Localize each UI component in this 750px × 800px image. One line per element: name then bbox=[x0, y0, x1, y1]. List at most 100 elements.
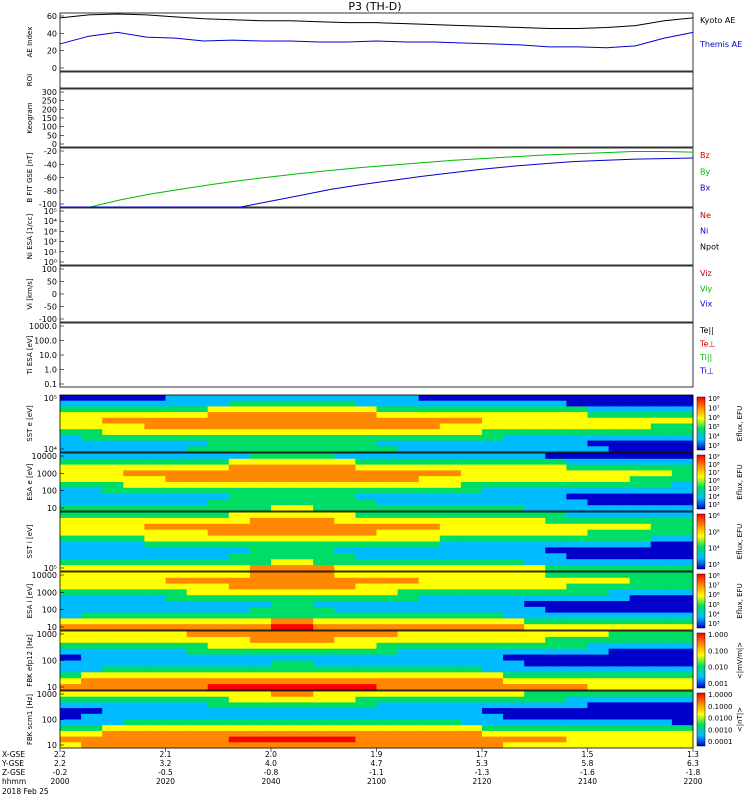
heatmap-cell bbox=[608, 493, 631, 500]
heatmap-cell bbox=[334, 572, 356, 579]
heatmap-cell bbox=[439, 417, 462, 424]
heatmap-cell bbox=[629, 595, 652, 602]
xtick-label: -0.5 bbox=[158, 768, 173, 777]
heatmap-cell bbox=[292, 708, 314, 715]
heatmap-cell bbox=[355, 654, 377, 661]
heatmap-cell bbox=[629, 458, 652, 466]
heatmap-cell bbox=[524, 642, 546, 650]
heatmap-cell bbox=[144, 631, 166, 638]
heatmap-cell bbox=[334, 464, 356, 471]
heatmap-cell bbox=[629, 512, 652, 519]
heatmap-cell bbox=[313, 434, 335, 442]
heatmap-cell bbox=[186, 417, 209, 424]
heatmap-cell bbox=[144, 487, 166, 495]
heatmap-cell bbox=[460, 666, 483, 673]
heatmap-cell bbox=[207, 400, 230, 407]
heatmap-cell bbox=[376, 678, 399, 685]
heatmap-cell bbox=[460, 417, 483, 424]
panel-ylabel: Keogram bbox=[26, 102, 34, 133]
heatmap-cell bbox=[334, 512, 356, 519]
heatmap-cell bbox=[60, 583, 82, 590]
heatmap-cell bbox=[102, 565, 124, 572]
heatmap-cell bbox=[144, 691, 166, 698]
heatmap-cell bbox=[524, 713, 546, 720]
ytick-label: 10 bbox=[47, 683, 57, 692]
heatmap-cell bbox=[355, 678, 377, 685]
heatmap-cell bbox=[397, 736, 420, 743]
heatmap-cell bbox=[355, 423, 377, 430]
heatmap-cell bbox=[482, 730, 504, 738]
heatmap-cell bbox=[60, 696, 82, 703]
heatmap-cell bbox=[207, 696, 230, 703]
heatmap-cell bbox=[482, 458, 504, 466]
heatmap-cell bbox=[397, 417, 420, 424]
heatmap-cell bbox=[524, 660, 546, 667]
heatmap-cell bbox=[482, 725, 504, 732]
heatmap-cell bbox=[292, 470, 314, 477]
heatmap-cell bbox=[165, 565, 188, 572]
panel-ylabel: SST e [eV] bbox=[26, 405, 34, 442]
heatmap-cell bbox=[60, 493, 82, 500]
heatmap-cell bbox=[439, 429, 462, 436]
heatmap-cell bbox=[186, 577, 209, 585]
heatmap-cell bbox=[524, 742, 546, 749]
heatmap-cell bbox=[207, 493, 230, 500]
heatmap-cell bbox=[60, 412, 82, 419]
heatmap-cell bbox=[566, 505, 588, 512]
heatmap-cell bbox=[165, 684, 188, 691]
heatmap-cell bbox=[144, 577, 166, 585]
heatmap-cell bbox=[671, 434, 694, 442]
heatmap-cell bbox=[292, 606, 314, 614]
heatmap-cell bbox=[671, 512, 694, 519]
heatmap-cell bbox=[355, 434, 377, 442]
colorbar-tick-label: 10⁵ bbox=[708, 423, 720, 431]
heatmap-cell bbox=[545, 523, 567, 531]
heatmap-cell bbox=[334, 606, 356, 614]
heatmap-cell bbox=[524, 453, 546, 460]
heatmap-cell bbox=[524, 446, 546, 453]
heatmap-cell bbox=[482, 660, 504, 667]
heatmap-cell bbox=[418, 535, 441, 542]
panel-12: 1.00000.10000.01000.00100.0001<|nT|>FBK … bbox=[26, 690, 744, 750]
heatmap-cell bbox=[102, 541, 124, 548]
colorbar-tick-label: 0.0100 bbox=[708, 715, 733, 723]
heatmap-cell bbox=[524, 702, 546, 709]
heatmap-cell bbox=[313, 565, 335, 572]
heatmap-cell bbox=[418, 684, 441, 691]
heatmap-cell bbox=[376, 499, 399, 506]
heatmap-cell bbox=[566, 691, 588, 698]
heatmap-cell bbox=[587, 691, 610, 698]
heatmap-cell bbox=[249, 736, 272, 743]
heatmap-cell bbox=[355, 702, 377, 709]
heatmap-cell bbox=[207, 529, 230, 537]
heatmap-cell bbox=[292, 730, 314, 738]
heatmap-cell bbox=[271, 618, 293, 625]
heatmap-cell bbox=[102, 583, 124, 590]
heatmap-cell bbox=[271, 493, 293, 500]
heatmap-cell bbox=[376, 493, 399, 500]
heatmap-cell bbox=[482, 493, 504, 500]
heatmap-cell bbox=[334, 541, 356, 548]
heatmap-cell bbox=[165, 612, 188, 619]
heatmap-cell bbox=[503, 612, 525, 619]
heatmap-cell bbox=[334, 719, 356, 726]
heatmap-cell bbox=[460, 702, 483, 709]
heatmap-cell bbox=[650, 678, 673, 685]
heatmap-cell bbox=[608, 476, 631, 483]
heatmap-cell bbox=[334, 654, 356, 661]
heatmap-cell bbox=[397, 541, 420, 548]
colorbar-tick-label: 10⁹ bbox=[708, 453, 720, 461]
heatmap-cell bbox=[292, 577, 314, 585]
heatmap-cell bbox=[460, 642, 483, 650]
heatmap-cell bbox=[60, 577, 82, 585]
heatmap-cell bbox=[228, 400, 251, 407]
heatmap-cell bbox=[545, 406, 567, 413]
heatmap-cell bbox=[587, 702, 610, 709]
heatmap-cell bbox=[355, 517, 377, 525]
xtick-label: 1.5 bbox=[582, 750, 594, 759]
heatmap-cell bbox=[376, 631, 399, 638]
heatmap-cell bbox=[165, 742, 188, 749]
heatmap-cell bbox=[566, 666, 588, 673]
heatmap-cell bbox=[60, 589, 82, 596]
heatmap-cell bbox=[123, 406, 145, 413]
